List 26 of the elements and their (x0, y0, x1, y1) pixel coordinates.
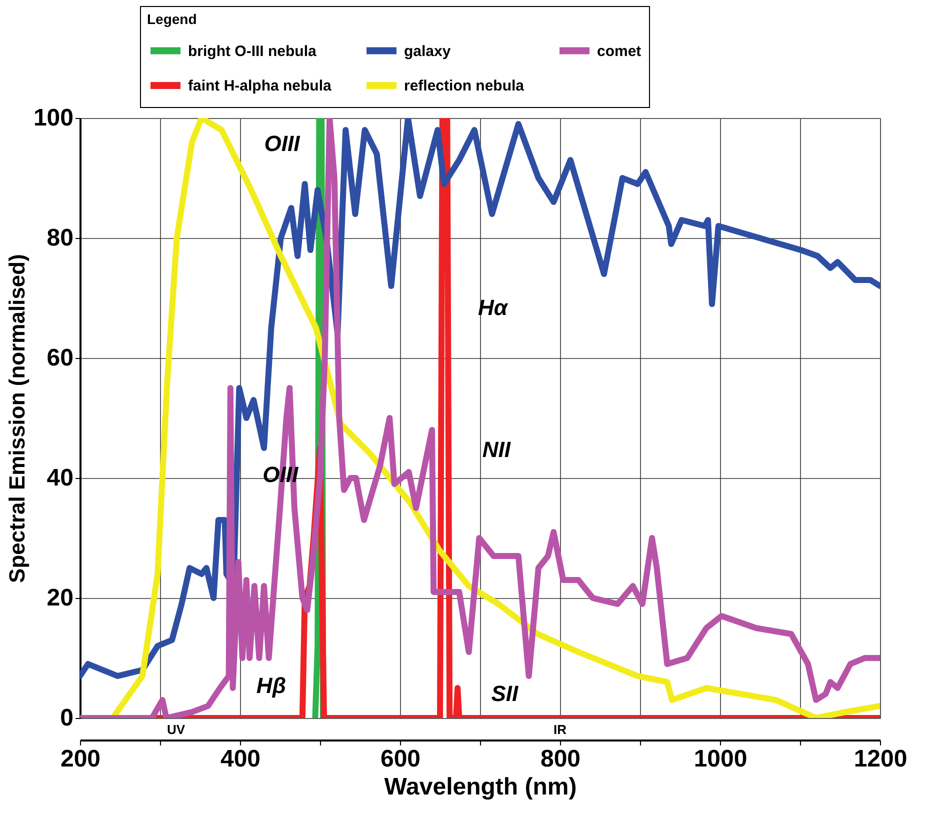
annotation: NII (482, 437, 512, 462)
y-tick-label: 80 (46, 224, 74, 252)
legend-label: reflection nebula (404, 78, 525, 94)
legend-label: bright O-III nebula (188, 42, 317, 60)
y-tick-label: 20 (46, 584, 74, 612)
y-tick-label: 100 (33, 104, 74, 132)
y-tick-label: 0 (60, 704, 74, 732)
x-tick-label: 400 (220, 746, 261, 772)
x-axis-title: Wavelength (nm) (384, 774, 577, 800)
text: IR (554, 722, 568, 737)
legend-label: faint H-alpha nebula (188, 78, 332, 94)
x-tick-label: 1000 (694, 746, 748, 772)
legend-label: comet (597, 42, 642, 60)
y-axis-title: Spectral Emission (normalised) (4, 254, 30, 583)
annotation: OIII (264, 131, 301, 156)
y-tick-label: 60 (46, 344, 74, 372)
x-tick-label: 1200 (854, 746, 908, 772)
legend-title: Legend (147, 11, 197, 27)
legend-label: galaxy (404, 42, 452, 60)
annotation: SII (491, 681, 519, 706)
text: UV (166, 722, 186, 737)
x-tick-label: 200 (60, 746, 101, 772)
x-tick-label: 600 (380, 746, 421, 772)
x-tick-label: 800 (540, 746, 581, 772)
annotation: Hβ (256, 673, 286, 698)
y-tick-label: 40 (46, 464, 74, 492)
